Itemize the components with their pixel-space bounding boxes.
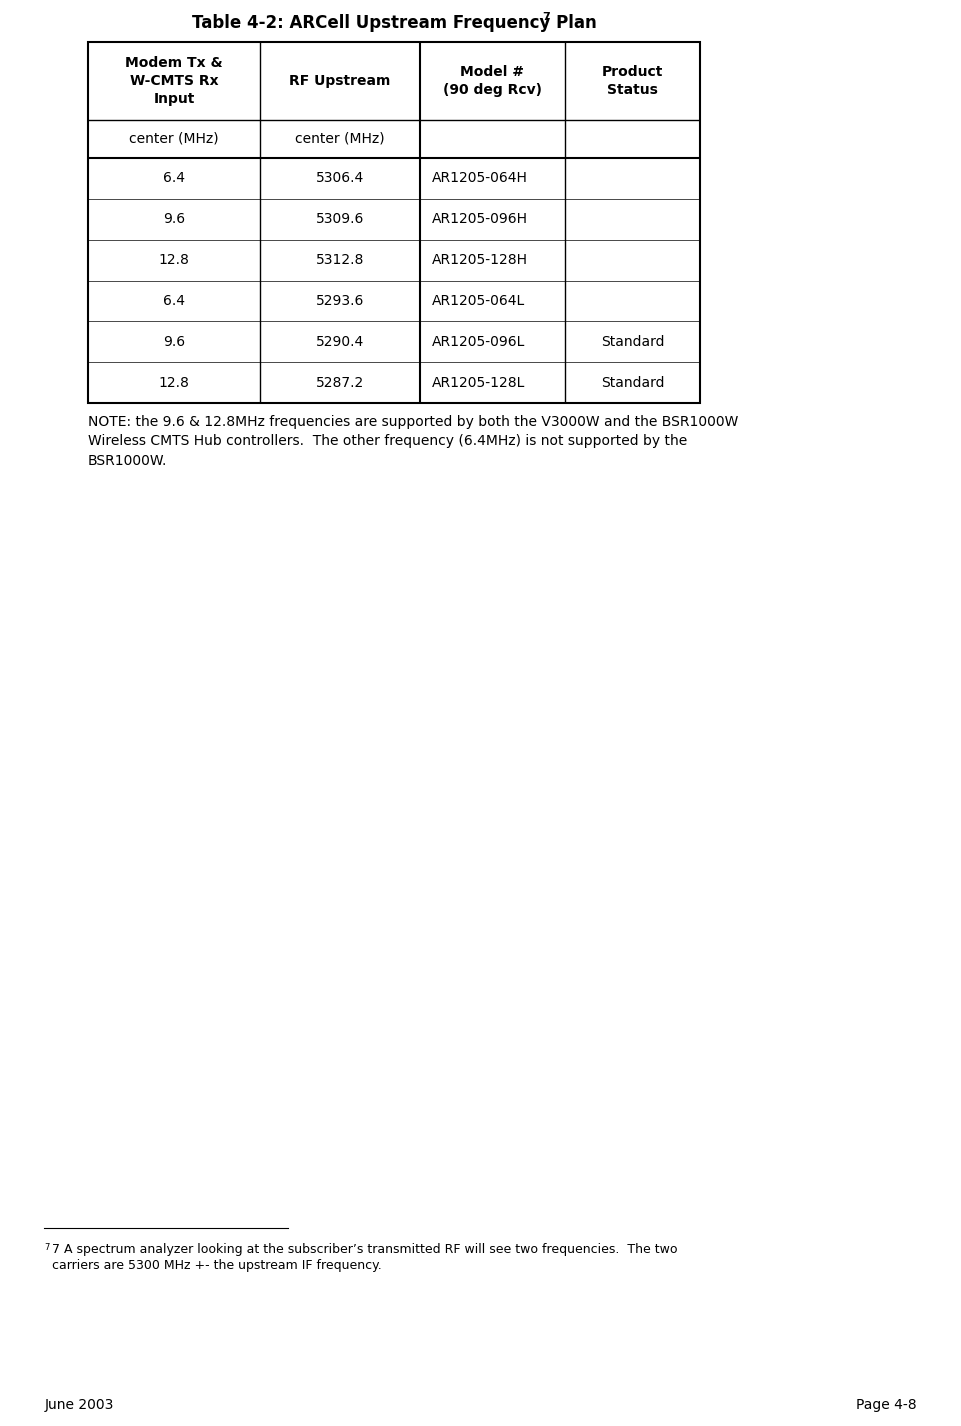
Text: RF Upstream: RF Upstream <box>289 74 391 88</box>
Text: AR1205-064H: AR1205-064H <box>432 171 528 185</box>
Text: center (MHz): center (MHz) <box>295 133 384 145</box>
Text: 7 A spectrum analyzer looking at the subscriber’s transmitted RF will see two fr: 7 A spectrum analyzer looking at the sub… <box>52 1243 678 1256</box>
Text: Product
Status: Product Status <box>602 66 663 97</box>
Text: AR1205-128L: AR1205-128L <box>432 375 526 389</box>
Text: NOTE: the 9.6 & 12.8MHz frequencies are supported by both the V3000W and the BSR: NOTE: the 9.6 & 12.8MHz frequencies are … <box>88 415 738 468</box>
Text: 6.4: 6.4 <box>163 171 185 185</box>
Text: 5312.8: 5312.8 <box>316 252 364 267</box>
Text: 7: 7 <box>542 11 550 21</box>
Text: June 2003: June 2003 <box>44 1397 113 1412</box>
Text: 9.6: 9.6 <box>163 212 185 227</box>
Text: Standard: Standard <box>601 335 664 349</box>
Text: 9.6: 9.6 <box>163 335 185 349</box>
Text: Standard: Standard <box>601 375 664 389</box>
Text: carriers are 5300 MHz +- the upstream IF frequency.: carriers are 5300 MHz +- the upstream IF… <box>52 1259 382 1272</box>
Text: AR1205-128H: AR1205-128H <box>432 252 528 267</box>
Text: Page 4-8: Page 4-8 <box>856 1397 917 1412</box>
Text: AR1205-096H: AR1205-096H <box>432 212 528 227</box>
Text: 7: 7 <box>44 1243 50 1252</box>
Text: Modem Tx &
W-CMTS Rx
Input: Modem Tx & W-CMTS Rx Input <box>125 56 223 106</box>
Text: Model #
(90 deg Rcv): Model # (90 deg Rcv) <box>443 66 542 97</box>
Text: 5306.4: 5306.4 <box>316 171 364 185</box>
Text: 6.4: 6.4 <box>163 294 185 308</box>
Bar <box>88 41 700 404</box>
Text: 5287.2: 5287.2 <box>316 375 364 389</box>
Text: 5293.6: 5293.6 <box>316 294 364 308</box>
Text: 5309.6: 5309.6 <box>316 212 364 227</box>
Text: center (MHz): center (MHz) <box>129 133 219 145</box>
Text: AR1205-064L: AR1205-064L <box>432 294 526 308</box>
Text: AR1205-096L: AR1205-096L <box>432 335 526 349</box>
Text: 12.8: 12.8 <box>159 252 189 267</box>
Text: Table 4-2: ARCell Upstream Frequency Plan: Table 4-2: ARCell Upstream Frequency Pla… <box>191 14 597 31</box>
Text: 5290.4: 5290.4 <box>316 335 364 349</box>
Text: 12.8: 12.8 <box>159 375 189 389</box>
